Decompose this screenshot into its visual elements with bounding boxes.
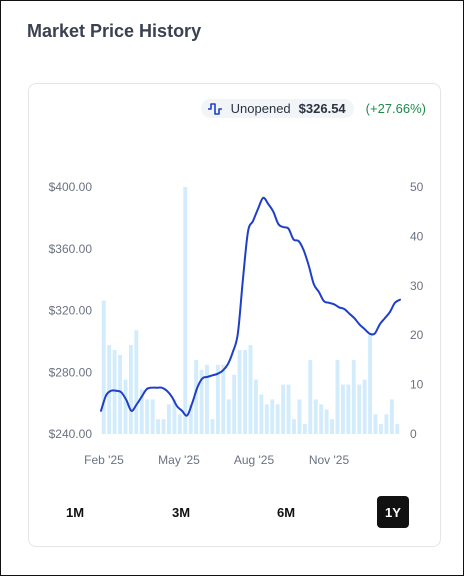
- volume-bar: [335, 359, 340, 434]
- range-6m-button[interactable]: 6M: [270, 496, 302, 528]
- x-axis-tick-label: Feb '25: [84, 453, 124, 467]
- range-3m-button[interactable]: 3M: [165, 496, 197, 528]
- volume-bar: [368, 335, 373, 434]
- volume-bar: [248, 345, 253, 434]
- volume-bar: [302, 424, 307, 434]
- volume-bar: [118, 354, 122, 434]
- volume-bar: [107, 345, 112, 434]
- legend-current-price: $326.54: [298, 101, 346, 116]
- volume-bar: [188, 404, 193, 434]
- volume-bar: [270, 399, 275, 434]
- right-axis-tick-label: 10: [410, 378, 424, 392]
- volume-bar: [384, 414, 389, 434]
- x-axis-tick-label: Nov '25: [309, 453, 350, 467]
- volume-bar: [373, 414, 378, 434]
- x-axis-tick-label: May '25: [158, 453, 200, 467]
- legend-chip: Unopened $326.54: [200, 99, 354, 118]
- page-title: Market Price History: [27, 21, 202, 41]
- price-history-chart: $400.00 $360.00 $320.00 $280.00 $240.00 50 40…: [49, 180, 424, 467]
- volume-bar: [351, 359, 356, 434]
- volume-bar: [259, 394, 264, 434]
- volume-bar: [286, 384, 291, 434]
- volume-bar: [297, 399, 302, 434]
- volume-bar: [199, 369, 204, 434]
- volume-bar: [237, 350, 242, 434]
- volume-bar: [177, 414, 182, 434]
- volume-bar: [253, 379, 258, 434]
- volume-bar: [292, 419, 296, 434]
- volume-bar: [112, 350, 117, 434]
- volume-bar: [172, 399, 177, 434]
- volume-bar: [243, 350, 248, 434]
- volume-bar: [101, 300, 106, 434]
- step-line-icon: [207, 102, 222, 115]
- volume-bar: [346, 384, 351, 434]
- price-line-layer: [100, 196, 401, 417]
- right-axis-tick-label: 50: [410, 180, 424, 194]
- volume-bar: [134, 330, 139, 434]
- volume-bar: [395, 424, 400, 434]
- left-axis-tick-label: $360.00: [49, 242, 93, 256]
- volume-bar: [275, 404, 280, 434]
- left-axis-ticks: $400.00 $360.00 $320.00 $280.00 $240.00: [49, 180, 93, 441]
- left-axis-tick-label: $320.00: [49, 304, 93, 318]
- right-axis-tick-label: 0: [410, 427, 417, 441]
- volume-bar: [145, 399, 150, 434]
- volume-bar: [324, 409, 329, 434]
- right-axis-ticks: 50 40 30 20 10 0: [410, 180, 424, 441]
- volume-bar: [379, 424, 383, 434]
- volume-bar: [319, 404, 324, 434]
- x-axis-ticks: Feb '25 May '25 Aug '25 Nov '25: [84, 453, 349, 467]
- volume-bar: [139, 389, 144, 434]
- volume-bar: [156, 419, 161, 434]
- left-axis-tick-label: $280.00: [49, 365, 93, 379]
- volume-bar: [313, 399, 318, 434]
- range-selector: 1M 3M 6M 1Y: [29, 496, 440, 530]
- volume-bar: [161, 419, 166, 434]
- left-axis-tick-label: $240.00: [49, 427, 93, 441]
- volume-bar: [340, 384, 345, 434]
- right-axis-tick-label: 40: [410, 229, 424, 243]
- chart-legend: Unopened $326.54 (+27.66%): [200, 99, 426, 118]
- volume-bars: [101, 187, 400, 434]
- price-line: [100, 196, 401, 417]
- volume-bar: [205, 364, 209, 434]
- volume-bar: [362, 379, 367, 434]
- left-axis-tick-label: $400.00: [49, 180, 93, 194]
- volume-bar: [210, 419, 215, 434]
- volume-bar: [308, 359, 313, 434]
- volume-bar: [167, 404, 171, 434]
- volume-bar: [389, 399, 394, 434]
- x-axis-tick-label: Aug '25: [234, 453, 275, 467]
- volume-bar: [215, 364, 220, 434]
- chart-card: $400.00 $360.00 $320.00 $280.00 $240.00 50 40…: [28, 83, 441, 547]
- volume-bar: [264, 404, 269, 434]
- volume-bar: [128, 345, 133, 434]
- range-1y-button[interactable]: 1Y: [377, 496, 409, 528]
- volume-bar: [226, 399, 231, 434]
- right-axis-tick-label: 30: [410, 279, 424, 293]
- right-axis-tick-label: 20: [410, 328, 424, 342]
- range-1m-button[interactable]: 1M: [59, 496, 91, 528]
- volume-bar: [150, 399, 155, 434]
- volume-bar: [357, 384, 362, 434]
- legend-series-label: Unopened: [230, 101, 291, 116]
- volume-bar: [194, 359, 199, 434]
- volume-bar: [281, 384, 286, 434]
- volume-bar: [183, 187, 188, 434]
- volume-bar: [330, 419, 334, 434]
- volume-bar: [232, 374, 237, 434]
- volume-bar: [221, 364, 226, 434]
- legend-change-percent: (+27.66%): [365, 101, 426, 116]
- volume-bar: [123, 379, 128, 434]
